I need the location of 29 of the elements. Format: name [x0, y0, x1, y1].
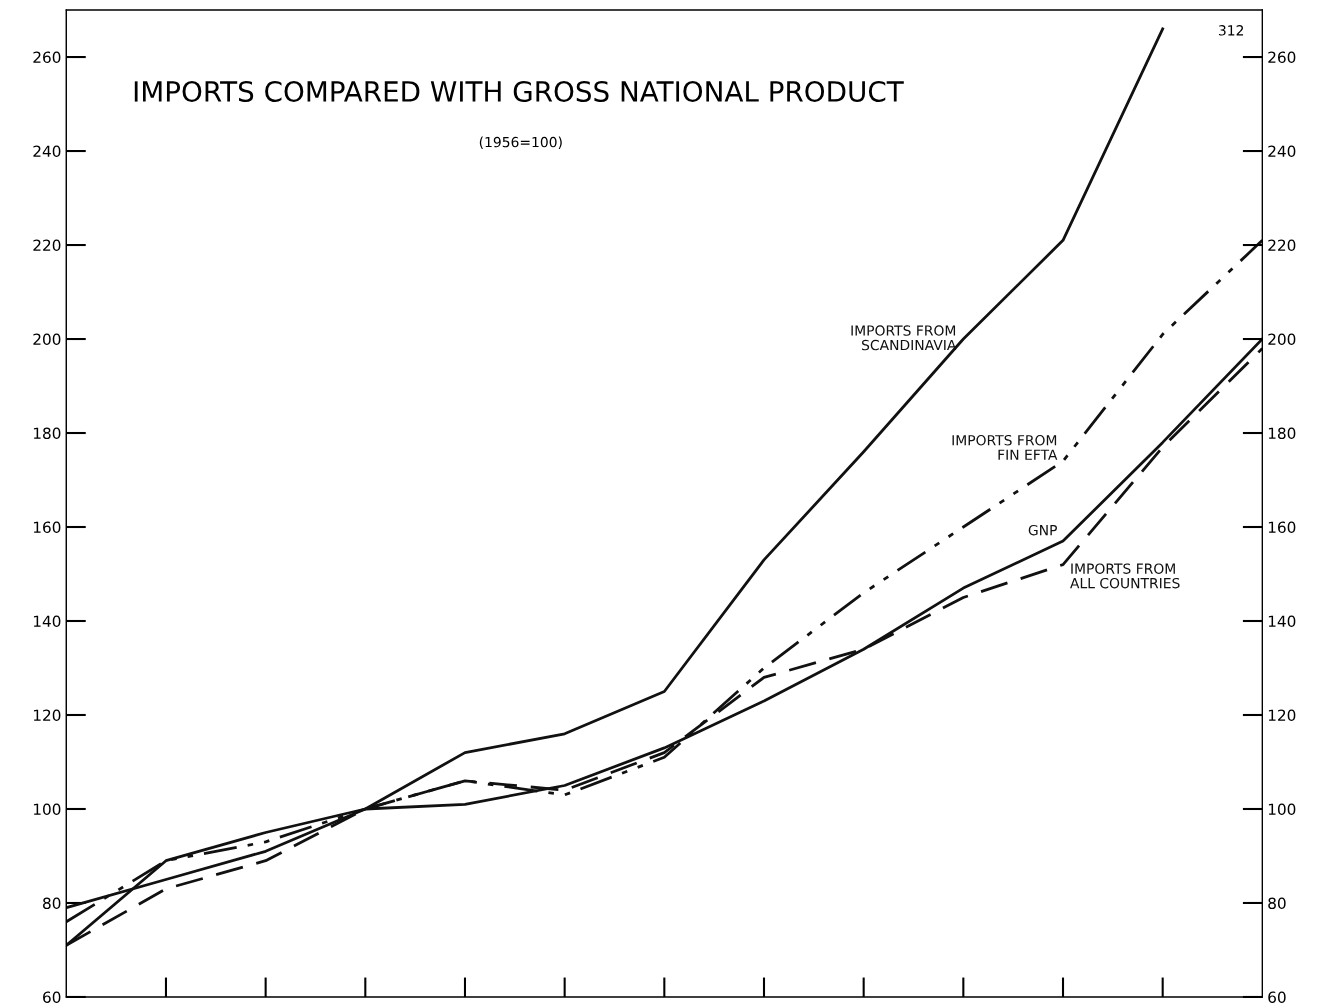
y2-tick-label: 220	[1268, 239, 1296, 252]
text: (1956=100)	[479, 136, 562, 149]
y-tick-label: 60	[43, 991, 61, 1003]
text: IMPORTS COMPARED WITH GROSS NATIONAL PRODUCT	[134, 80, 904, 102]
y2-tick-label: 200	[1268, 333, 1296, 346]
y-tick-label: 100	[33, 803, 61, 816]
y2-tick-label: 100	[1268, 803, 1296, 816]
y-tick-label: 140	[33, 615, 61, 628]
series-label: GNP	[1028, 524, 1057, 536]
y-tick-label: 240	[33, 145, 61, 158]
y-tick-label: 200	[33, 333, 61, 346]
y-tick-label: 160	[33, 521, 61, 534]
y2-tick-label: 60	[1268, 991, 1286, 1003]
y2-tick-label: 180	[1268, 427, 1296, 440]
y-tick-label: 260	[33, 51, 61, 64]
y2-tick-label: 240	[1268, 145, 1296, 158]
y2-tick-label: 120	[1268, 709, 1296, 722]
y2-tick-label: 160	[1268, 521, 1296, 534]
y-tick-label: 80	[43, 897, 61, 910]
y2-tick-label: 80	[1268, 897, 1286, 910]
annotation: 312	[1218, 25, 1244, 36]
series-label: IMPORTS FROM FIN EFTA	[952, 434, 1058, 460]
y2-tick-label: 140	[1268, 615, 1296, 628]
series-label: IMPORTS FROM ALL COUNTRIES	[1070, 563, 1180, 589]
series-label: IMPORTS FROM SCANDINAVIA	[851, 325, 957, 351]
y-tick-label: 120	[33, 709, 61, 722]
y-tick-label: 220	[33, 239, 61, 252]
y2-tick-label: 260	[1268, 51, 1296, 64]
y-tick-label: 180	[33, 427, 61, 440]
